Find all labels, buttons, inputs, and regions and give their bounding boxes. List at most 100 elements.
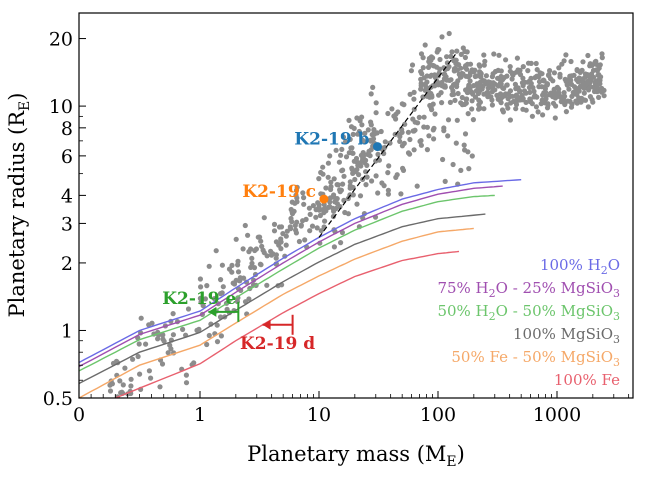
plot-frame [78, 12, 634, 399]
exoplanet-point [273, 239, 279, 245]
exoplanet-point [334, 182, 340, 188]
exoplanet-point [582, 71, 589, 77]
exoplanet-point [533, 60, 539, 67]
exoplanet-point [273, 252, 279, 258]
exoplanet-point [235, 258, 241, 264]
exoplanet-point [418, 83, 424, 89]
exoplanet-point [206, 332, 212, 339]
exoplanet-point [510, 72, 516, 78]
exoplanet-point [426, 133, 432, 139]
exoplanet-point [307, 228, 313, 234]
exoplanet-point [441, 71, 447, 77]
exoplanet-point [157, 384, 163, 390]
exoplanet-point [309, 223, 316, 229]
exoplanet-point [465, 149, 471, 155]
exoplanet-point [467, 78, 473, 84]
exoplanet-point [547, 68, 553, 74]
exoplanet-point [461, 142, 467, 148]
x-tick-label: 1 [194, 404, 206, 426]
exoplanet-point [471, 83, 477, 89]
exoplanet-point [451, 57, 457, 63]
legend-entry: 50% H2O - 50% MgSiO3 [437, 302, 620, 323]
exoplanet-point [306, 205, 312, 211]
exoplanet-point [349, 150, 356, 156]
exoplanet-point [432, 72, 438, 78]
exoplanet-point [592, 79, 598, 85]
exoplanet-point [355, 131, 361, 137]
exoplanet-point [550, 78, 556, 84]
exoplanet-point [554, 93, 560, 100]
exoplanet-point [340, 134, 347, 140]
exoplanet-point [463, 63, 469, 69]
exoplanet-point [369, 132, 375, 138]
exoplanet-point [348, 145, 354, 151]
exoplanet-point [465, 84, 472, 91]
exoplanet-point [543, 93, 549, 99]
exoplanet-point [568, 58, 574, 65]
exoplanet-point [464, 49, 470, 55]
exoplanet-point [495, 67, 501, 73]
exoplanet-point [389, 106, 395, 112]
exoplanet-point [449, 49, 455, 55]
exoplanet-point [276, 224, 283, 230]
exoplanet-point [233, 277, 239, 283]
exoplanet-point [331, 244, 337, 250]
exoplanet-point [569, 73, 575, 79]
exoplanet-point [415, 120, 421, 126]
exoplanet-point [539, 71, 545, 77]
exoplanet-point [523, 99, 529, 105]
exoplanet-point [527, 96, 533, 102]
exoplanet-point [503, 57, 509, 63]
x-tick-label: 100 [420, 404, 456, 426]
y-tick-label: 8 [61, 118, 73, 140]
exoplanet-point [418, 138, 424, 144]
exoplanet-point [437, 66, 443, 72]
exoplanet-point [294, 219, 300, 225]
exoplanet-point [350, 184, 356, 191]
exoplanet-point [580, 59, 586, 65]
exoplanet-point [536, 84, 542, 90]
exoplanet-point [370, 84, 376, 90]
planet-label: K2-19 b [294, 130, 369, 150]
exoplanet-point [556, 65, 562, 71]
exoplanet-point [575, 86, 581, 92]
exoplanet-point [529, 113, 536, 119]
exoplanet-point [218, 333, 224, 339]
exoplanet-point [328, 184, 334, 190]
exoplanet-point [258, 238, 264, 244]
exoplanet-point [585, 104, 592, 110]
exoplanet-point [148, 375, 154, 381]
exoplanet-point [287, 224, 293, 230]
exoplanet-point [465, 89, 471, 95]
exoplanet-point [418, 69, 424, 75]
exoplanet-point [520, 64, 526, 70]
exoplanet-point [375, 190, 381, 196]
exoplanet-point [590, 74, 597, 80]
exoplanet-point [248, 264, 254, 270]
exoplanet-point [368, 119, 374, 125]
exoplanet-point [350, 192, 356, 198]
exoplanet-point [365, 127, 371, 133]
exoplanet-point [409, 62, 416, 68]
exoplanet-point [358, 163, 364, 169]
exoplanet-point [351, 125, 357, 131]
exoplanet-point [445, 133, 451, 139]
exoplanet-point [418, 142, 424, 148]
exoplanet-point [592, 86, 598, 92]
exoplanet-point [249, 260, 255, 266]
exoplanet-point [577, 69, 583, 75]
upper-limit-arrowhead [208, 306, 217, 317]
exoplanet-point [442, 178, 448, 184]
exoplanet-point [170, 332, 176, 338]
exoplanet-point [407, 91, 413, 97]
exoplanet-point [246, 249, 252, 255]
exoplanet-point [359, 122, 365, 128]
planet-marker [372, 142, 382, 152]
exoplanet-point [428, 57, 434, 64]
exoplanet-point [301, 195, 307, 201]
exoplanet-point [525, 68, 531, 74]
exoplanet-point [421, 124, 427, 130]
exoplanet-point [293, 227, 299, 233]
exoplanet-point [374, 130, 380, 136]
exoplanet-point [271, 221, 278, 227]
